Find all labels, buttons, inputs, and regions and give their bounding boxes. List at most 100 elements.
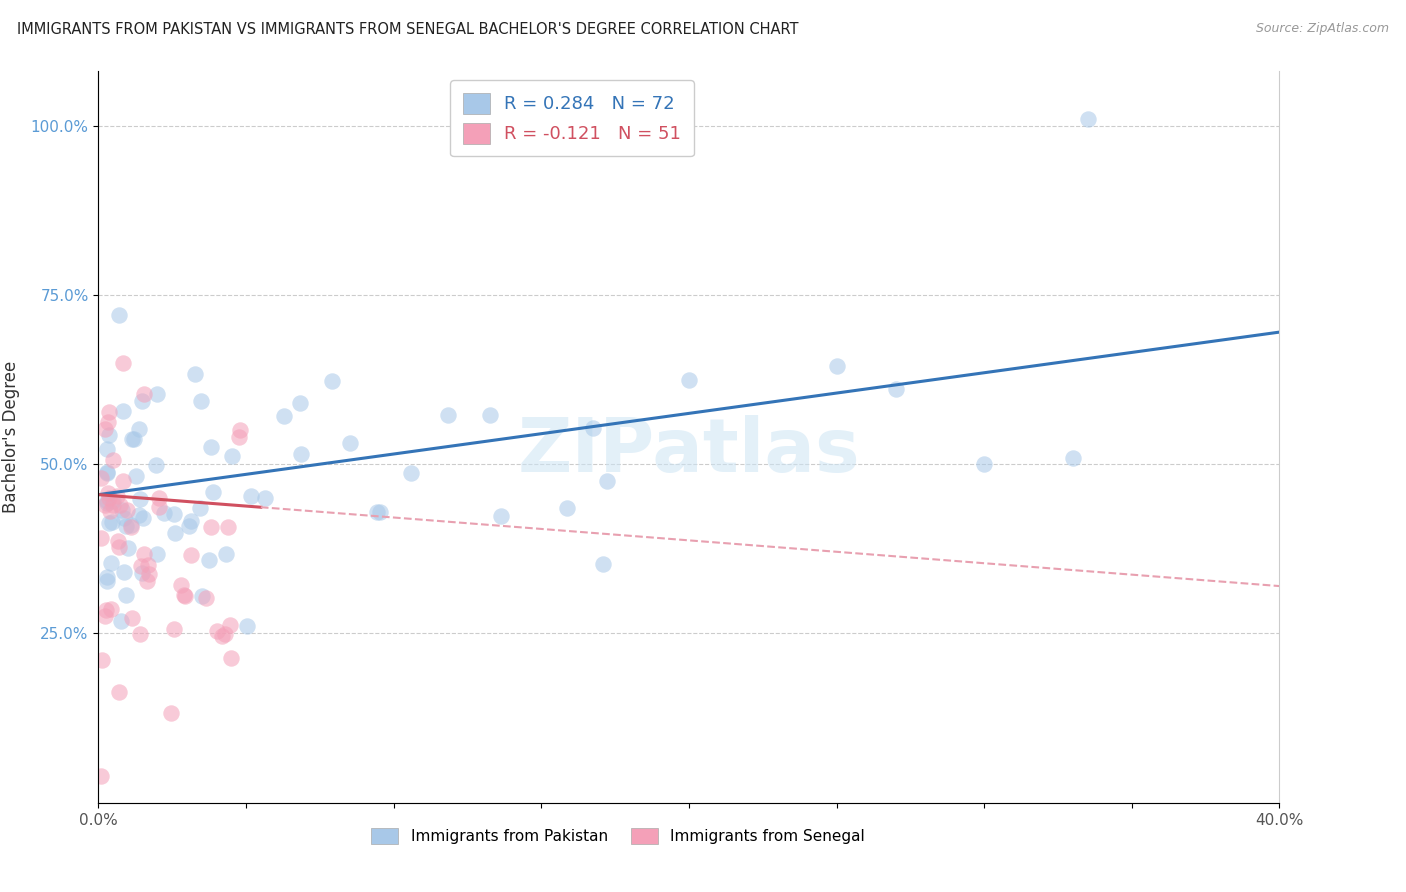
Point [219, 651, 242, 665]
Point [200, 440, 222, 454]
Point [90, 531, 112, 545]
Point [121, 432, 143, 446]
Text: ZIPatlas: ZIPatlas [517, 415, 860, 488]
Point [163, 507, 186, 521]
Legend: Immigrants from Pakistan, Immigrants from Senegal: Immigrants from Pakistan, Immigrants fro… [364, 822, 872, 850]
Point [94, 422, 117, 436]
Point [112, 474, 135, 488]
Point [595, 474, 617, 488]
Point [138, 567, 160, 582]
Point [121, 610, 143, 624]
Point [218, 618, 240, 632]
Point [173, 590, 195, 604]
Point [491, 508, 513, 523]
Point [96, 465, 118, 479]
Point [90, 769, 112, 783]
Point [211, 629, 233, 643]
Point [105, 489, 128, 503]
Point [132, 547, 155, 561]
Point [112, 566, 135, 580]
Point [107, 309, 129, 323]
Point [163, 525, 186, 540]
Point [124, 432, 146, 446]
Point [478, 408, 501, 422]
Point [145, 387, 167, 401]
Point [339, 435, 361, 450]
Point [145, 458, 167, 473]
Y-axis label: Bachelor's Degree: Bachelor's Degree [1, 361, 20, 513]
Point [129, 492, 152, 507]
Point [117, 541, 139, 555]
Point [115, 503, 138, 517]
Point [240, 489, 263, 503]
Point [101, 498, 124, 512]
Point [163, 622, 186, 636]
Point [120, 518, 142, 533]
Point [97, 415, 120, 429]
Point [96, 570, 118, 584]
Point [132, 387, 155, 401]
Point [368, 505, 391, 519]
Point [110, 498, 132, 512]
Point [125, 469, 148, 483]
Point [173, 588, 195, 602]
Point [215, 547, 238, 561]
Point [98, 428, 121, 442]
Point [114, 588, 136, 602]
Point [228, 430, 250, 444]
Point [96, 442, 118, 457]
Point [884, 382, 907, 396]
Point [101, 452, 124, 467]
Point [111, 404, 134, 418]
Point [111, 503, 134, 517]
Point [131, 566, 153, 580]
Point [366, 505, 388, 519]
Point [825, 359, 848, 373]
Point [437, 409, 460, 423]
Point [170, 578, 193, 592]
Point [110, 615, 132, 629]
Point [582, 420, 605, 434]
Point [107, 533, 129, 548]
Point [153, 506, 176, 520]
Point [96, 603, 118, 617]
Point [229, 423, 252, 437]
Point [195, 591, 218, 605]
Point [217, 520, 239, 534]
Point [1077, 112, 1099, 126]
Point [148, 500, 170, 514]
Point [191, 589, 214, 603]
Point [184, 367, 207, 381]
Point [132, 511, 155, 525]
Point [100, 601, 122, 615]
Point [253, 491, 276, 505]
Point [120, 520, 142, 534]
Point [108, 685, 131, 699]
Point [128, 422, 150, 436]
Point [96, 494, 118, 508]
Point [177, 519, 200, 533]
Point [148, 491, 170, 505]
Point [973, 457, 995, 471]
Point [288, 395, 311, 409]
Point [101, 516, 124, 530]
Point [180, 548, 202, 562]
Point [200, 520, 222, 534]
Point [198, 552, 221, 566]
Point [97, 486, 120, 500]
Point [108, 541, 131, 555]
Point [112, 355, 135, 369]
Point [90, 471, 112, 485]
Point [96, 574, 118, 588]
Point [136, 574, 159, 588]
Point [188, 500, 211, 515]
Point [190, 394, 212, 409]
Point [91, 653, 114, 667]
Point [180, 514, 202, 528]
Point [321, 374, 343, 388]
Point [201, 485, 224, 500]
Point [1062, 450, 1084, 465]
Point [129, 626, 152, 640]
Point [214, 627, 236, 641]
Point [97, 516, 120, 530]
